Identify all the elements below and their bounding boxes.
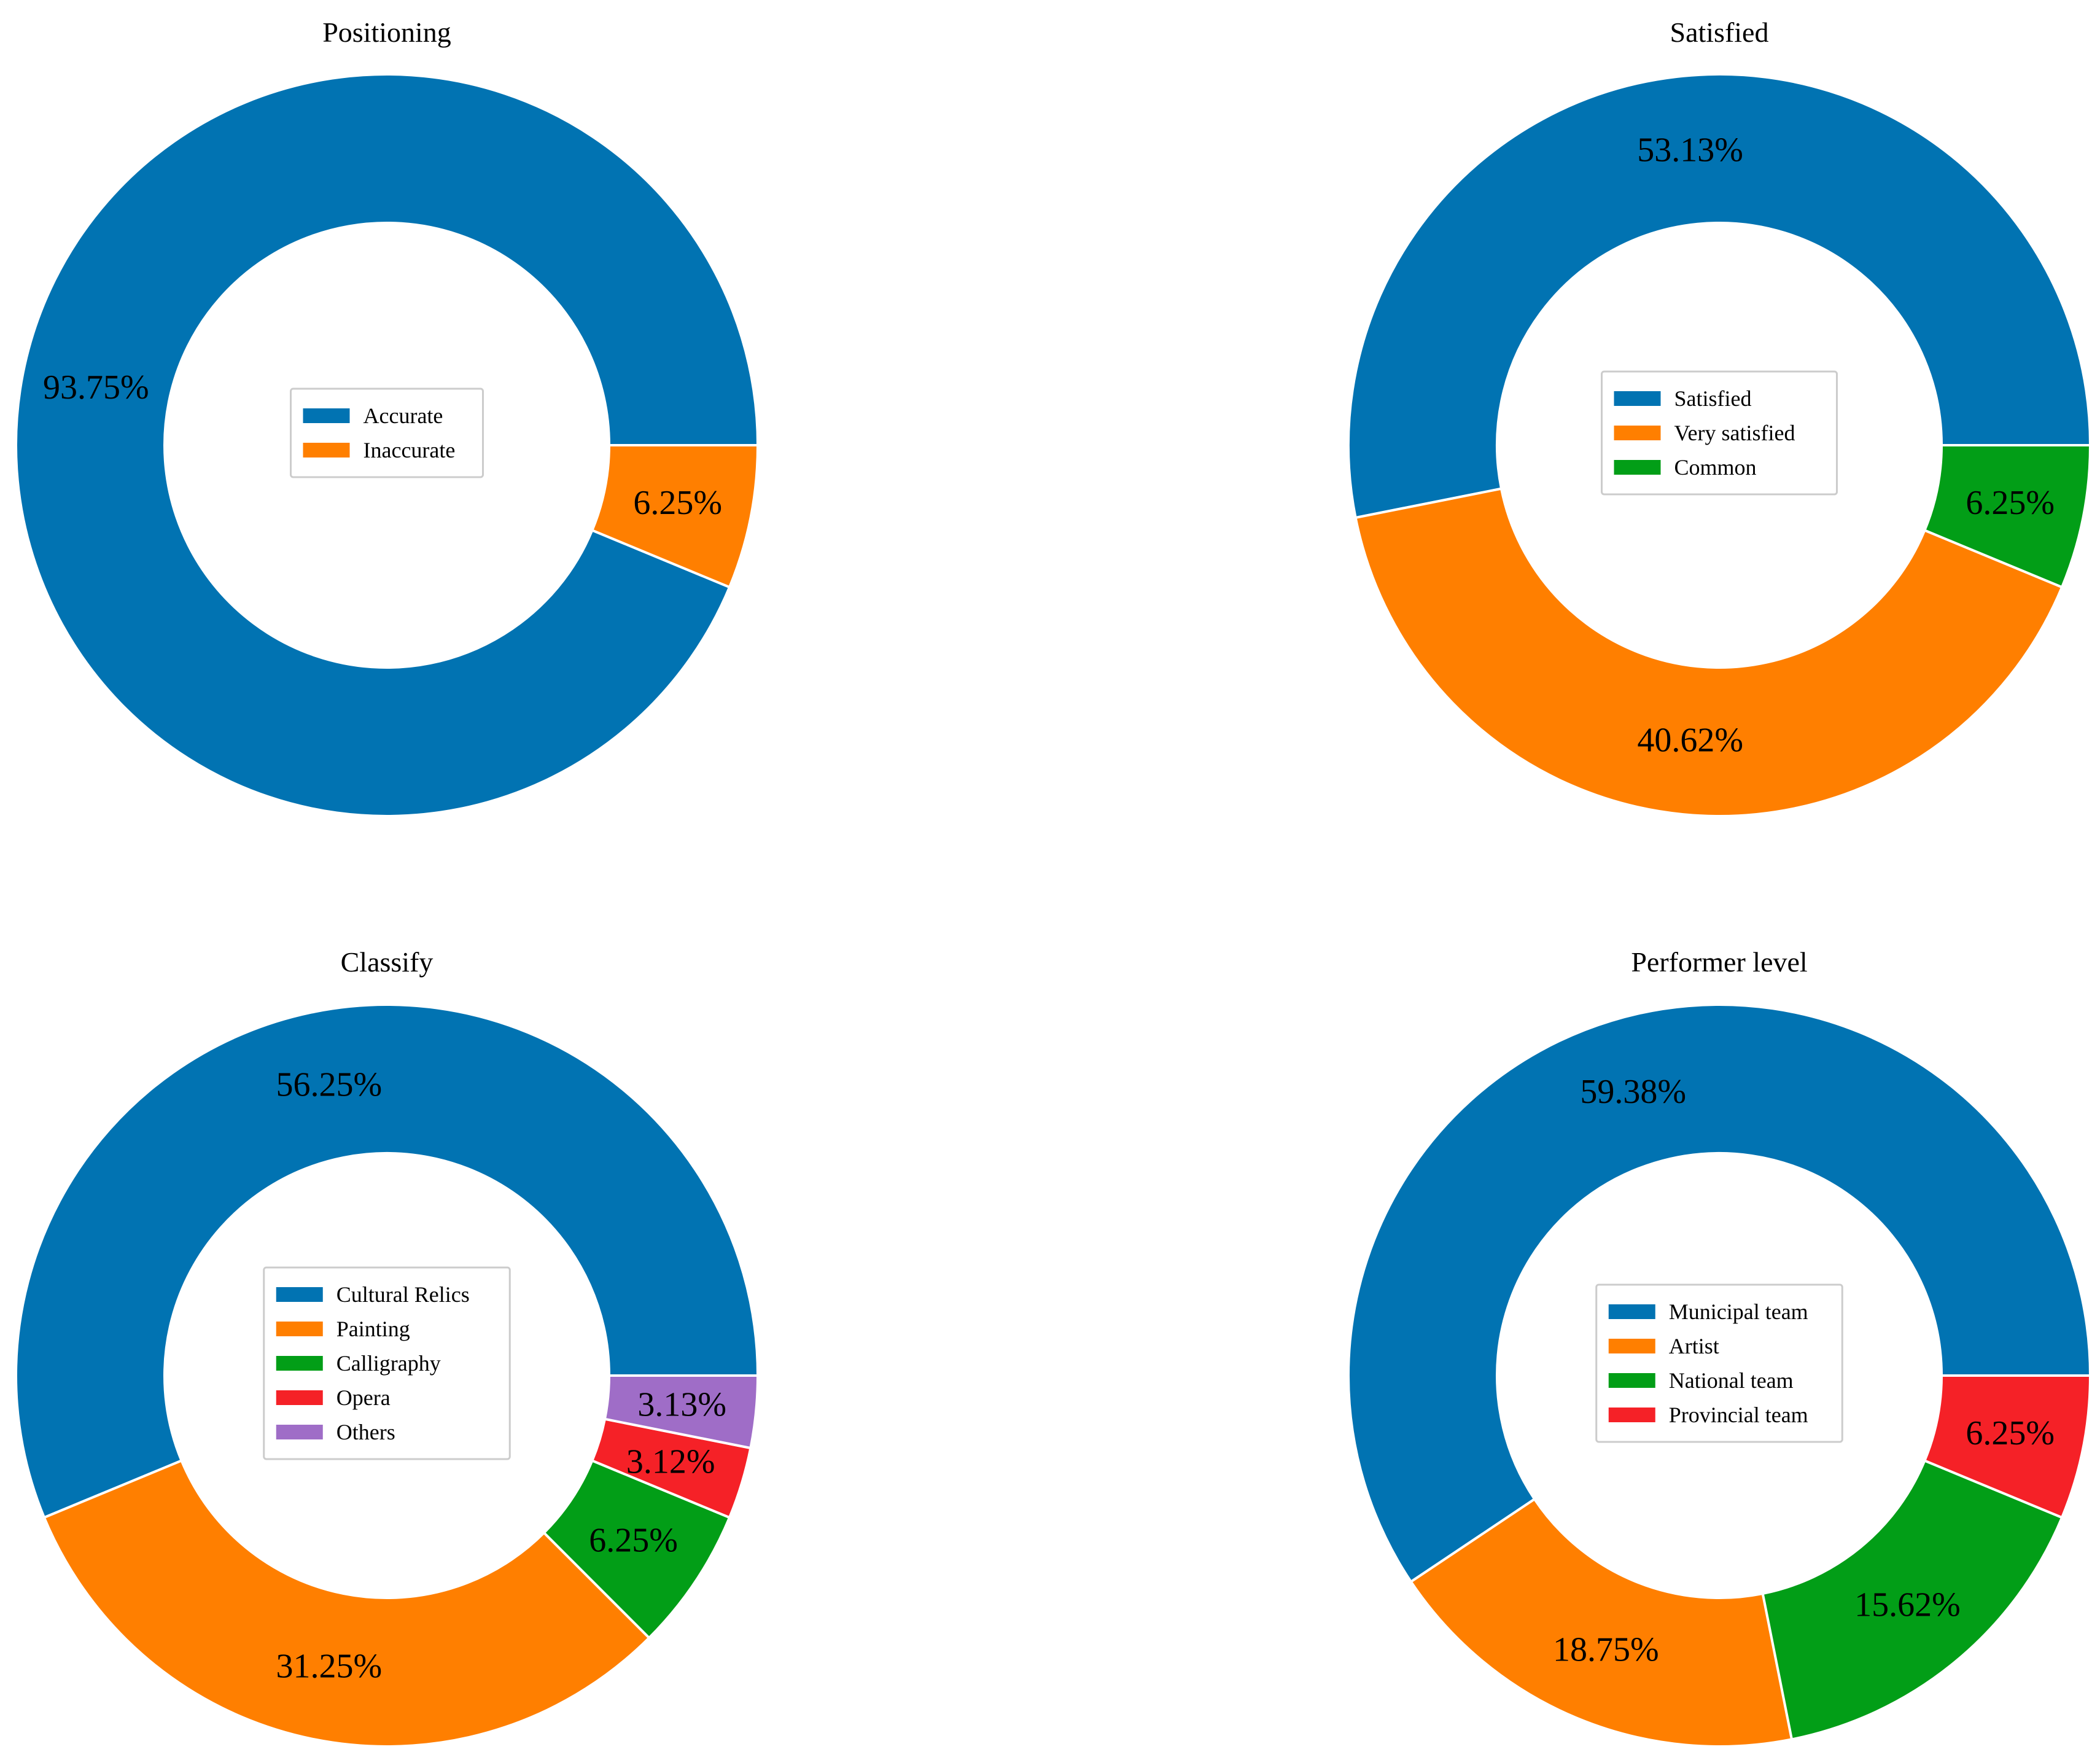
legend-label-national-team: National team [1669,1368,1794,1393]
percent-label-satisfied: 53.13% [1637,131,1743,169]
legend-swatch-national-team [1608,1373,1655,1388]
legend-swatch-provincial-team [1608,1408,1655,1422]
slice-inaccurate [590,444,760,589]
slice-national-team [1761,1458,2064,1741]
legend-swatch-accurate [303,408,350,423]
slice-satisfied [1347,73,2092,520]
percent-label-national-team: 15.62% [1854,1586,1961,1624]
percent-label-accurate: 93.75% [43,368,149,407]
legend-swatch-others [276,1425,323,1439]
legend-swatch-calligraphy [276,1356,323,1371]
legend-swatch-common [1614,460,1661,475]
satisfied-chart: Satisfied 53.13% 40.62% 6.25% Satisfied Very … [1347,17,2092,817]
percent-label-calligraphy: 6.25% [589,1521,678,1559]
legend-label-accurate: Accurate [364,403,443,428]
slice-common [1923,444,2092,589]
legend-label-inaccurate: Inaccurate [364,438,456,462]
performer-level-chart: Performer level 59.38% 18.75% 15.62% 6.25% Mu… [1347,946,2092,1748]
percent-label-common: 6.25% [1966,484,2055,522]
slice-others [603,1374,760,1450]
percent-label-artist: 18.75% [1553,1630,1659,1668]
legend-label-opera: Opera [336,1385,391,1410]
legend-label-very-satisfied: Very satisfied [1674,421,1795,445]
positioning-chart: Positioning 93.75% 6.25% Accurate Inaccurate [15,17,760,817]
chart-title: Positioning [322,17,451,48]
legend-swatch-inaccurate [303,443,350,458]
chart-title: Classify [341,946,434,978]
legend-label-satisfied: Satisfied [1674,386,1752,411]
chart-title: Performer level [1631,946,1807,978]
legend-label-municipal-team: Municipal team [1669,1299,1808,1324]
percent-label-opera: 3.12% [626,1443,715,1481]
legend-label-common: Common [1674,455,1757,480]
percent-label-provincial-team: 6.25% [1966,1414,2055,1452]
slice-artist [1409,1497,1794,1748]
slice-accurate [15,73,760,817]
legend-label-provincial-team: Provincial team [1669,1403,1808,1427]
chart-title: Satisfied [1670,17,1769,48]
legend-swatch-municipal-team [1608,1304,1655,1319]
percent-label-painting: 31.25% [276,1648,382,1686]
legend-label-artist: Artist [1669,1334,1719,1358]
percent-label-others: 3.13% [637,1385,726,1423]
legend-swatch-opera [276,1390,323,1405]
legend-label-calligraphy: Calligraphy [336,1351,441,1376]
percent-label-cultural-relics: 56.25% [276,1065,382,1104]
legend [290,387,484,478]
percent-label-municipal-team: 59.38% [1580,1073,1686,1111]
percent-label-inaccurate: 6.25% [633,484,722,522]
legend-swatch-satisfied [1614,391,1661,406]
legend-label-cultural-relics: Cultural Relics [336,1282,470,1307]
slice-provincial-team [1923,1374,2092,1519]
legend-swatch-cultural-relics [276,1287,323,1302]
legend-swatch-painting [276,1322,323,1336]
legend-swatch-very-satisfied [1614,426,1661,440]
slice-cultural-relics [15,1003,760,1519]
slice-painting [42,1458,651,1748]
percent-label-very-satisfied: 40.62% [1637,722,1743,760]
slice-very-satisfied [1354,487,2064,817]
legend [1595,1283,1843,1443]
legend [263,1266,511,1460]
slice-municipal-team [1347,1003,2092,1584]
legend-swatch-artist [1608,1339,1655,1353]
legend-label-painting: Painting [336,1317,410,1341]
legend-label-others: Others [336,1420,395,1444]
classify-chart: Classify 56.25% 31.25% 6.25% 3.12% 3.13% Cultu… [15,946,760,1748]
